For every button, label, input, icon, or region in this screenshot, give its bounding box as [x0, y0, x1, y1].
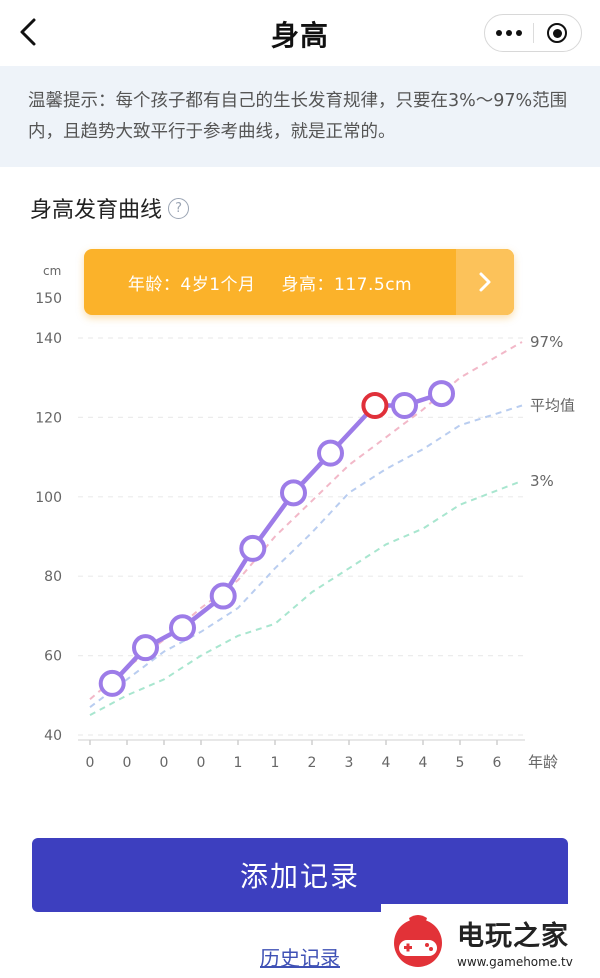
history-link[interactable]: 历史记录	[260, 946, 340, 970]
watermark-url: www.gamehome.tv	[457, 954, 573, 969]
add-record-button[interactable]: 添加记录	[32, 838, 568, 912]
data-point[interactable]	[428, 380, 455, 408]
y-tick-label: 140	[35, 331, 62, 347]
data-point[interactable]	[317, 439, 344, 467]
banner-height: 身高：117.5cm	[281, 274, 413, 295]
data-point[interactable]	[98, 669, 126, 697]
y-tick-label: 40	[44, 728, 62, 744]
watermark: 电玩之家 www.gamehome.tv	[381, 904, 600, 978]
mini-program-capsule	[484, 14, 582, 52]
data-point-selected[interactable]	[361, 391, 389, 419]
nav-bar: 身高	[0, 0, 600, 66]
x-tick-label: 0	[197, 755, 206, 771]
reference-curve-label: 3%	[530, 472, 554, 490]
x-tick-label: 1	[271, 755, 280, 771]
x-tick-label: 0	[123, 755, 132, 771]
data-point[interactable]	[391, 391, 418, 419]
x-tick-label: 6	[493, 755, 502, 771]
gamehome-logo	[394, 915, 442, 967]
data-point[interactable]	[280, 479, 307, 507]
height-growth-chart: cm 150 140 120 100 80 60 40 0 0 0 0 1 1 2 3 4 4 5 6 97% 平均…	[35, 264, 575, 771]
x-tick-label: 1	[234, 755, 243, 771]
banner-arrow-button[interactable]	[456, 249, 514, 315]
data-point[interactable]	[239, 534, 267, 562]
growth-series-line	[110, 391, 443, 685]
x-tick-label: 5	[456, 755, 465, 771]
data-point[interactable]	[209, 582, 237, 610]
y-tick-label: 80	[44, 569, 62, 585]
reference-curve	[89, 404, 523, 708]
reference-curve	[89, 479, 523, 716]
back-button[interactable]	[8, 12, 48, 52]
y-unit-label: cm	[43, 264, 61, 278]
banner-age: 年龄：4岁1个月	[127, 274, 256, 295]
section-heading: 身高发育曲线 ?	[30, 192, 190, 224]
x-tick-label: 4	[419, 755, 428, 771]
x-tick-label: 0	[86, 755, 95, 771]
data-point[interactable]	[169, 614, 196, 642]
x-tick-label: 4	[382, 755, 391, 771]
reference-curve-label: 97%	[530, 333, 563, 351]
back-arrow-icon	[20, 18, 36, 46]
section-title: 身高发育曲线	[30, 198, 163, 223]
y-tick-label: 60	[44, 649, 62, 665]
y-tick-label: 150	[35, 291, 62, 307]
capsule-divider	[532, 23, 534, 43]
chevron-right-icon	[479, 272, 491, 292]
data-point[interactable]	[132, 634, 159, 662]
x-tick-label: 3	[345, 755, 354, 771]
page-title: 身高	[270, 19, 329, 52]
x-tick-label: 2	[308, 755, 317, 771]
x-axis-label: 年龄	[528, 753, 558, 771]
current-record-banner[interactable]: 年龄：4岁1个月 身高：117.5cm	[84, 249, 514, 315]
watermark-name: 电玩之家	[457, 920, 569, 952]
tip-text: 温馨提示：每个孩子都有自己的生长发育规律，只要在3%～97%范围内，且趋势大致平…	[28, 91, 568, 142]
x-tick-label: 0	[160, 755, 169, 771]
reference-curve-label: 平均值	[530, 396, 575, 414]
banner-text: 年龄：4岁1个月 身高：117.5cm	[84, 270, 456, 295]
y-tick-label: 100	[35, 490, 62, 506]
more-dots-icon	[495, 30, 522, 36]
target-circle-icon	[547, 23, 568, 43]
question-circle-icon[interactable]: ?	[168, 197, 190, 219]
more-button[interactable]	[485, 15, 533, 51]
close-button[interactable]	[533, 15, 581, 51]
y-tick-label: 120	[35, 410, 62, 426]
tip-box: 温馨提示：每个孩子都有自己的生长发育规律，只要在3%～97%范围内，且趋势大致平…	[0, 66, 600, 167]
